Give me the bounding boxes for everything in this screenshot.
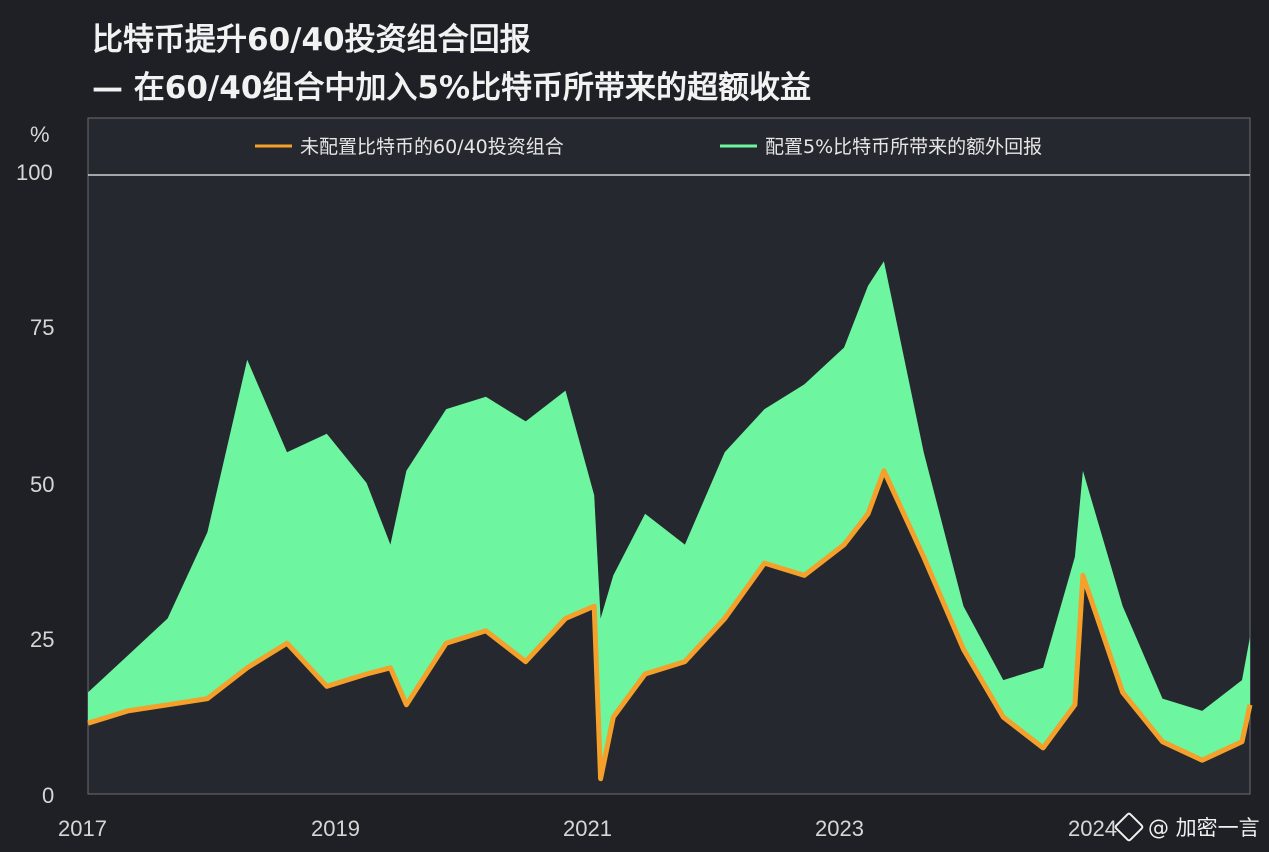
chart-title: 比特币提升60/40投资组合回报 (92, 22, 531, 58)
legend: 未配置比特币的60/40投资组合 配置5%比特币所带来的额外回报 (255, 136, 1042, 158)
y-axis-unit: % (30, 122, 50, 147)
x-tick-2019: 2019 (311, 816, 360, 841)
legend-label-excess: 配置5%比特币所带来的额外回报 (765, 136, 1042, 158)
watermark-text: @ 加密一言 (1148, 816, 1260, 840)
series-group (87, 261, 1253, 782)
series-base-line (87, 468, 1253, 782)
y-tick-25: 25 (30, 627, 54, 652)
x-tick-2021: 2021 (563, 816, 612, 841)
chart-subtitle: — 在60/40组合中加入5%比特币所带来的超额收益 (92, 70, 812, 106)
series-excess-area (88, 261, 1250, 779)
legend-label-base: 未配置比特币的60/40投资组合 (300, 136, 564, 158)
watermark: @ 加密一言 (1113, 811, 1260, 843)
y-tick-0: 0 (42, 783, 54, 808)
y-tick-75: 75 (30, 315, 54, 340)
logo-icon (1113, 811, 1145, 843)
x-tick-2024: 2024 (1068, 816, 1117, 841)
x-tick-2017: 2017 (58, 816, 107, 841)
x-tick-2023: 2023 (815, 816, 864, 841)
y-tick-100: 100 (16, 160, 53, 185)
y-tick-50: 50 (30, 472, 54, 497)
